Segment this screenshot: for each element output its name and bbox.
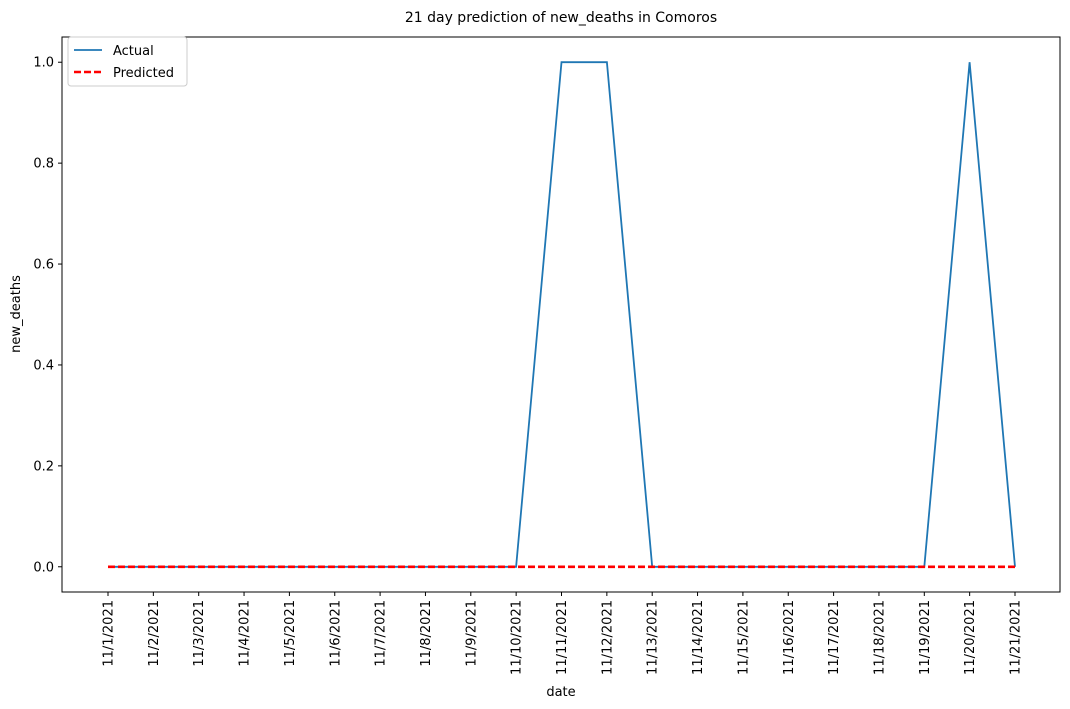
y-tick-label: 0.8 — [33, 157, 54, 172]
x-tick-label: 11/21/2021 — [1009, 600, 1024, 675]
x-axis: 11/1/2021 11/2/2021 11/3/2021 11/4/2021 11/5… — [102, 592, 1024, 675]
x-tick-label: 11/1/2021 — [102, 600, 117, 667]
x-tick-label: 11/12/2021 — [600, 600, 615, 675]
x-axis-label: date — [546, 685, 575, 700]
legend: Actual Predicted — [67, 36, 188, 87]
y-tick-label: 0.6 — [33, 258, 54, 273]
x-tick-label: 11/16/2021 — [782, 600, 797, 675]
x-tick-label: 11/2/2021 — [147, 600, 162, 667]
series-line-actual — [108, 61, 1016, 568]
x-tick-label: 11/15/2021 — [736, 600, 751, 675]
y-axis-label: new_deaths — [9, 275, 24, 353]
y-tick-label: 0.4 — [33, 358, 54, 373]
x-tick-label: 11/18/2021 — [872, 600, 887, 675]
x-tick-label: 11/10/2021 — [510, 600, 525, 675]
x-tick-label: 11/7/2021 — [374, 600, 389, 667]
x-tick-label: 11/13/2021 — [646, 600, 661, 675]
x-tick-label: 11/20/2021 — [963, 600, 978, 675]
series-layer — [108, 61, 1016, 569]
x-tick-label: 11/11/2021 — [555, 600, 570, 675]
x-tick-label: 11/6/2021 — [328, 600, 343, 667]
x-tick-label: 11/9/2021 — [464, 600, 479, 667]
y-tick-label: 1.0 — [33, 56, 54, 71]
legend-label-actual: Actual — [113, 44, 154, 59]
y-tick-label: 0.0 — [33, 560, 54, 575]
x-tick-label: 11/8/2021 — [419, 600, 434, 667]
chart-title: 21 day prediction of new_deaths in Comor… — [405, 10, 717, 26]
x-tick-label: 11/19/2021 — [918, 600, 933, 675]
x-tick-label: 11/5/2021 — [283, 600, 298, 667]
y-axis: 0.0 0.2 0.4 0.6 0.8 1.0 — [33, 56, 62, 575]
plot-area — [61, 36, 1061, 593]
y-tick-label: 0.2 — [33, 459, 54, 474]
x-tick-label: 11/4/2021 — [238, 600, 253, 667]
legend-label-predicted: Predicted — [113, 66, 174, 81]
x-tick-label: 11/14/2021 — [691, 600, 706, 675]
x-tick-label: 11/3/2021 — [192, 600, 207, 667]
x-tick-label: 11/17/2021 — [827, 600, 842, 675]
